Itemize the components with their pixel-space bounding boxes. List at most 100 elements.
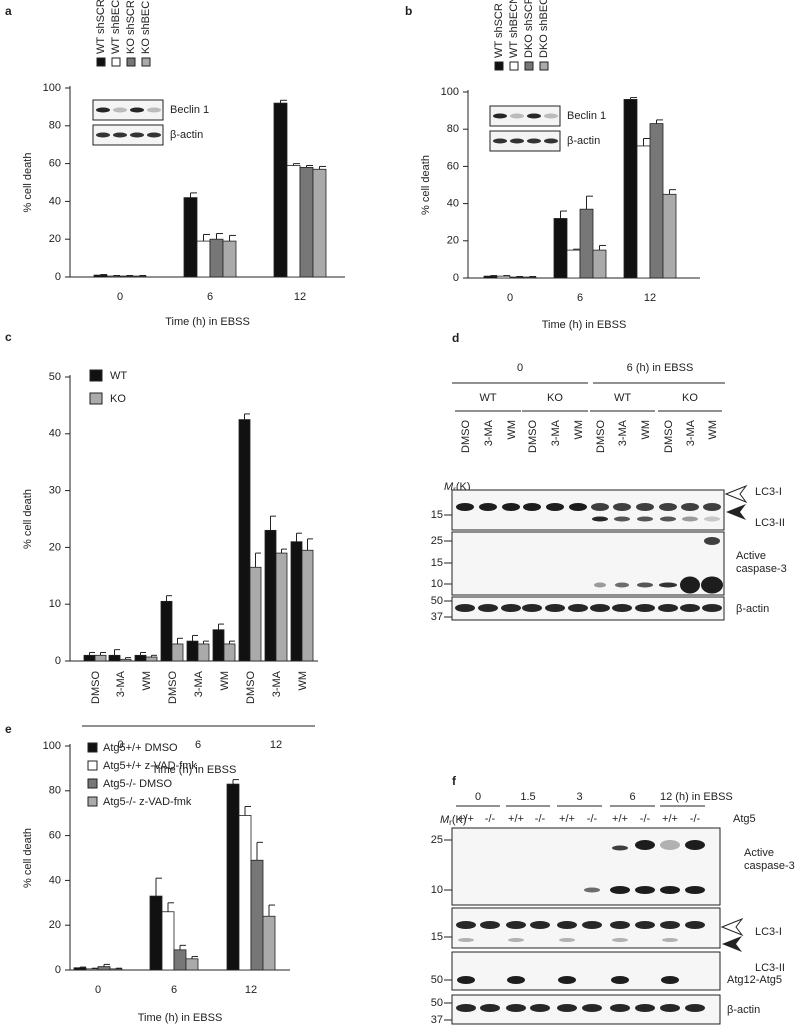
error-bar	[255, 552, 261, 568]
band	[507, 976, 525, 984]
error-bar	[179, 944, 186, 950]
treatment-label: WM	[707, 420, 719, 440]
error-bar	[79, 966, 86, 968]
bar	[186, 640, 199, 662]
bar	[108, 654, 121, 662]
error-bar	[167, 902, 174, 912]
time-label: 0	[517, 362, 523, 374]
treatment-label: 3-MA	[685, 419, 697, 446]
error-bar	[203, 640, 209, 644]
error-bar	[216, 233, 223, 240]
blot-label: Active caspase-3	[736, 550, 787, 575]
x-tick-label: 3-MA	[193, 670, 205, 697]
bar	[94, 654, 107, 662]
error-bar	[529, 276, 536, 278]
blot-label: β-actin	[727, 1004, 760, 1016]
y-tick-label: 80	[447, 123, 459, 135]
error-bar	[139, 274, 146, 277]
blot-box	[92, 124, 164, 146]
error-bar	[586, 195, 593, 210]
band	[527, 113, 541, 119]
bar	[509, 276, 524, 279]
band	[612, 845, 628, 851]
bar	[579, 208, 594, 279]
band	[659, 503, 677, 511]
band	[704, 537, 720, 545]
mw-marker: 50	[431, 595, 443, 607]
bar	[290, 541, 303, 662]
error-bar	[140, 651, 146, 656]
bar	[566, 249, 581, 279]
band	[584, 887, 600, 893]
error-bar	[155, 877, 162, 897]
bar	[222, 240, 237, 278]
x-axis-title: Time (h) in EBSS	[152, 764, 237, 776]
band	[502, 503, 520, 511]
bar	[83, 654, 96, 662]
band	[501, 604, 521, 612]
bar	[183, 197, 198, 278]
y-tick-label: 80	[49, 785, 61, 797]
y-tick-label: 0	[55, 964, 61, 976]
error-bar	[203, 233, 210, 242]
error-bar	[191, 956, 198, 959]
x-tick-label: 0	[95, 984, 101, 996]
legend-swatch	[96, 57, 106, 67]
legend-label: KO shBECN1	[140, 0, 152, 54]
band	[493, 138, 507, 144]
error-bar	[229, 640, 235, 644]
error-bar	[281, 548, 287, 554]
error-bar	[503, 275, 510, 277]
error-bar	[573, 248, 580, 251]
blot-box	[489, 130, 561, 152]
band	[510, 138, 524, 144]
bar	[132, 275, 147, 278]
error-bar	[190, 192, 197, 198]
legend-swatch	[89, 369, 103, 382]
x-tick-label: 12	[644, 292, 656, 304]
bar	[522, 276, 537, 279]
band	[130, 107, 144, 113]
legend-swatch	[87, 760, 98, 771]
band	[680, 604, 700, 612]
mw-marker: 10	[431, 578, 443, 590]
bar	[119, 275, 134, 278]
x-tick-label: 6	[577, 292, 583, 304]
band	[457, 976, 475, 984]
x-tick-label: 0	[117, 291, 123, 303]
blot-box	[451, 596, 725, 621]
inset-label: Beclin 1	[170, 104, 209, 116]
bar	[226, 783, 240, 971]
band	[615, 582, 629, 588]
treatment-label: DMSO	[527, 420, 539, 453]
band	[636, 503, 654, 511]
legend-label: WT shSCR	[95, 0, 107, 54]
legend-swatch	[494, 61, 504, 71]
bar	[264, 529, 277, 662]
blot-box	[92, 99, 164, 121]
x-tick-label: DMSO	[90, 671, 102, 704]
band	[147, 132, 161, 138]
inset-label: β-actin	[170, 129, 203, 141]
band	[590, 604, 610, 612]
band	[635, 921, 655, 929]
band	[522, 604, 542, 612]
bar	[173, 949, 187, 971]
error-bar	[560, 210, 567, 219]
error-bar	[229, 234, 236, 242]
legend-swatch	[87, 796, 98, 807]
genotype-label: -/-	[535, 813, 546, 825]
genotype-label: -/-	[587, 813, 598, 825]
y-tick-label: 20	[447, 235, 459, 247]
mr-symbol: M	[444, 481, 454, 493]
bar	[185, 958, 199, 971]
band	[635, 886, 655, 894]
x-axis-title: Time (h) in EBSS	[542, 319, 627, 331]
band	[612, 604, 632, 612]
error-bar	[630, 97, 637, 100]
band	[523, 503, 541, 511]
blot-box	[451, 827, 721, 906]
mw-marker: 10	[431, 884, 443, 896]
band	[582, 921, 602, 929]
band	[612, 938, 628, 942]
